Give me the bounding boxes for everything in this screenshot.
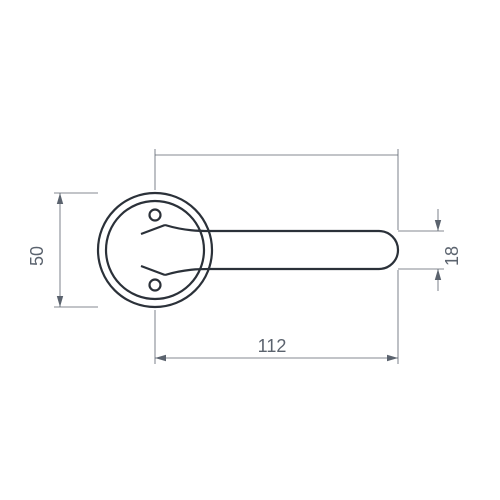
technical-drawing: 50 18 112 bbox=[0, 0, 500, 500]
dim-50-label: 50 bbox=[27, 246, 47, 266]
door-handle-outline bbox=[98, 193, 398, 307]
dim-112-label: 112 bbox=[258, 336, 287, 356]
dim-18-label: 18 bbox=[442, 246, 462, 266]
